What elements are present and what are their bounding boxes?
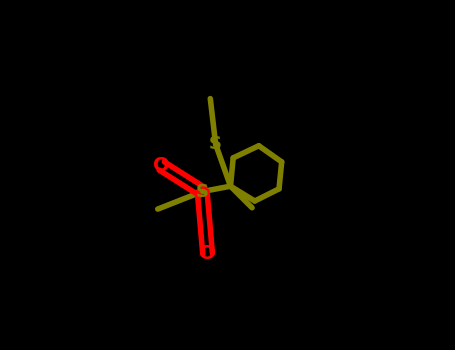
Text: S: S <box>196 183 209 201</box>
Text: O: O <box>199 244 216 263</box>
Text: O: O <box>153 156 170 175</box>
Text: S: S <box>209 135 222 153</box>
